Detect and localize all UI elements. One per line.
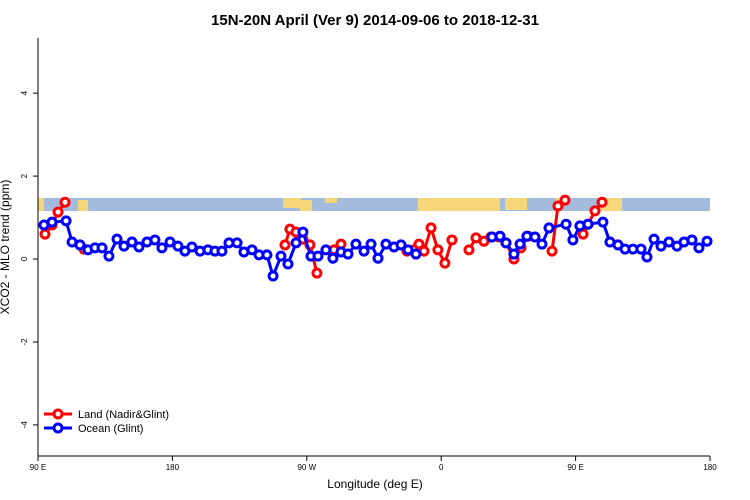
x-axis-label: Longitude (deg E) <box>327 477 422 491</box>
data-point <box>395 239 407 251</box>
data-point <box>432 244 444 256</box>
data-point <box>350 238 362 250</box>
data-point <box>118 240 130 252</box>
data-point <box>529 231 541 243</box>
data-point <box>596 196 608 208</box>
data-point <box>320 244 332 256</box>
x-tick-label: 90 E <box>567 463 583 472</box>
x-tick-label: 0 <box>439 463 444 472</box>
data-point <box>52 206 64 218</box>
x-tick-label: 180 <box>166 463 180 472</box>
data-point <box>261 249 273 261</box>
data-point <box>410 248 422 260</box>
y-tick-label: 2 <box>20 173 29 178</box>
x-tick-label: 90 W <box>297 463 316 472</box>
data-point <box>701 235 713 247</box>
data-point <box>439 257 451 269</box>
data-point <box>186 241 198 253</box>
data-point <box>402 244 414 256</box>
data-point <box>425 222 437 234</box>
data-point <box>96 242 108 254</box>
data-point <box>290 237 302 249</box>
data-point <box>686 234 698 246</box>
data-point <box>582 218 594 230</box>
legend-label: Ocean (Glint) <box>78 423 143 435</box>
data-point <box>39 228 51 240</box>
data-point <box>494 230 506 242</box>
x-tick-label: 180 <box>703 463 717 472</box>
data-point <box>641 251 653 263</box>
data-point <box>231 237 243 249</box>
data-point <box>514 238 526 250</box>
legend-marker <box>52 408 64 420</box>
data-point <box>133 241 145 253</box>
data-point <box>546 245 558 257</box>
data-point <box>577 228 589 240</box>
data-point <box>500 237 512 249</box>
y-tick-label: 0 <box>20 256 29 261</box>
data-point <box>46 216 58 228</box>
data-point <box>372 252 384 264</box>
data-point <box>693 242 705 254</box>
y-axis-label: XCO2 - MLO trend (ppm) <box>0 180 12 315</box>
data-point <box>279 239 291 251</box>
data-point <box>103 250 115 262</box>
data-point <box>567 234 579 246</box>
data-point <box>59 196 71 208</box>
data-point <box>543 222 555 234</box>
series <box>38 215 713 282</box>
data-point <box>149 234 161 246</box>
data-point <box>552 200 564 212</box>
data-point <box>655 240 667 252</box>
map-strip <box>38 198 710 211</box>
data-point <box>172 240 184 252</box>
data-point <box>246 244 258 256</box>
data-point <box>559 194 571 206</box>
data-point <box>282 258 294 270</box>
data-point <box>267 270 279 282</box>
data-point <box>327 252 339 264</box>
data-point <box>589 205 601 217</box>
data-point <box>297 226 309 238</box>
data-point <box>311 267 323 279</box>
data-point <box>536 238 548 250</box>
legend-marker <box>52 422 64 434</box>
data-point <box>446 234 458 246</box>
data-point <box>74 239 86 251</box>
chart-title: 15N-20N April (Ver 9) 2014-09-06 to 2018… <box>211 12 539 29</box>
data-point <box>648 233 660 245</box>
data-point <box>342 248 354 260</box>
data-point <box>126 236 138 248</box>
data-point <box>164 236 176 248</box>
data-point <box>635 243 647 255</box>
y-tick-label: 4 <box>20 90 29 95</box>
data-point <box>312 250 324 262</box>
data-point <box>463 244 475 256</box>
data-point <box>413 238 425 250</box>
data-point <box>216 245 228 257</box>
data-point <box>111 233 123 245</box>
data-point <box>663 236 675 248</box>
data-point <box>60 215 72 227</box>
data-point <box>358 245 370 257</box>
y-tick-label: -4 <box>20 421 29 429</box>
data-point <box>275 250 287 262</box>
data-point <box>560 218 572 230</box>
data-point <box>508 248 520 260</box>
y-tick-label: -2 <box>20 338 29 346</box>
data-point <box>156 242 168 254</box>
series-line <box>43 198 604 274</box>
x-tick-label: 90 E <box>30 463 46 472</box>
data-point <box>365 238 377 250</box>
legend-label: Land (Nadir&Glint) <box>78 409 169 421</box>
data-point <box>597 216 609 228</box>
